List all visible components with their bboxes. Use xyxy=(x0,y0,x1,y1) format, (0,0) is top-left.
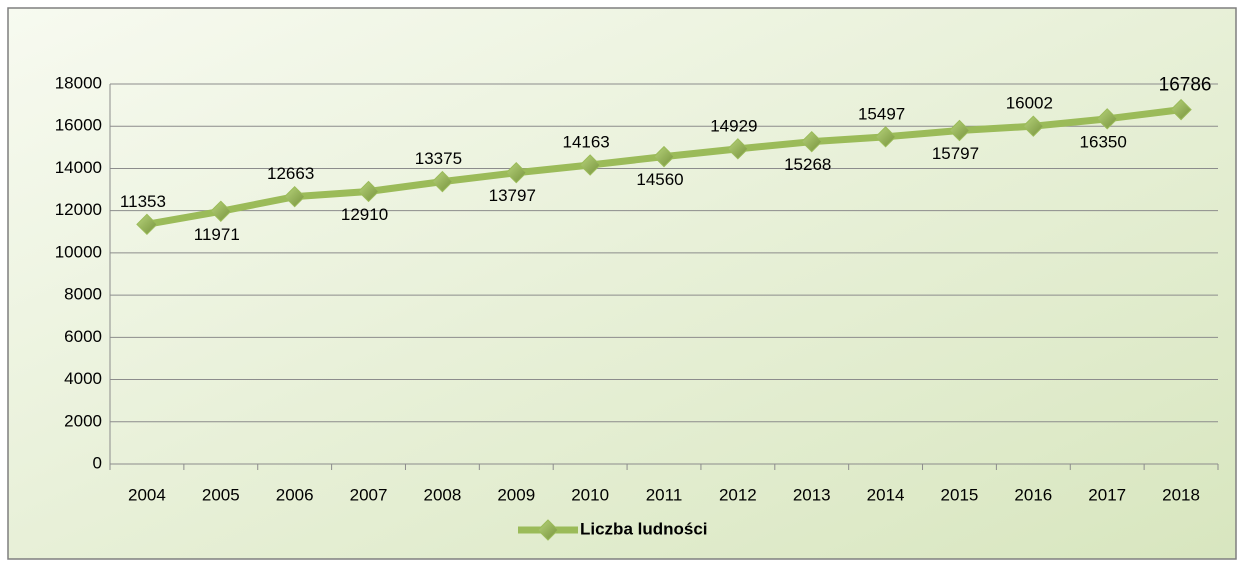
y-tick-label: 6000 xyxy=(64,327,102,346)
x-tick-label: 2018 xyxy=(1162,485,1200,504)
data-label: 16786 xyxy=(1159,75,1212,96)
data-point xyxy=(1170,98,1192,121)
y-tick-label: 8000 xyxy=(64,285,102,304)
data-label: 14163 xyxy=(562,132,609,151)
data-point xyxy=(1022,115,1045,137)
data-label: 15797 xyxy=(932,144,979,163)
data-point xyxy=(727,138,749,160)
x-tick-label: 2015 xyxy=(941,485,979,504)
x-tick-label: 2009 xyxy=(497,485,535,504)
data-point xyxy=(801,130,823,153)
legend-marker xyxy=(537,519,559,541)
data-label: 14560 xyxy=(636,170,683,189)
chart-frame xyxy=(7,7,1237,560)
data-point xyxy=(653,145,675,168)
data-point xyxy=(874,126,897,148)
y-tick-label: 12000 xyxy=(55,200,102,219)
data-label: 14929 xyxy=(710,116,757,135)
x-tick-label: 2006 xyxy=(276,485,314,504)
y-tick-label: 10000 xyxy=(55,242,102,261)
y-tick-label: 2000 xyxy=(64,411,102,430)
x-tick-label: 2016 xyxy=(1014,485,1052,504)
data-point xyxy=(136,213,158,236)
data-label: 11353 xyxy=(120,192,166,211)
y-tick-label: 4000 xyxy=(64,369,102,388)
data-point xyxy=(210,200,232,222)
data-point xyxy=(283,185,306,208)
y-tick-label: 16000 xyxy=(55,116,102,135)
x-tick-label: 2013 xyxy=(793,485,831,504)
x-tick-label: 2004 xyxy=(128,485,166,504)
x-tick-label: 2011 xyxy=(646,485,683,504)
data-label: 15497 xyxy=(858,104,905,123)
data-label: 16350 xyxy=(1080,132,1127,151)
legend-label: Liczba ludności xyxy=(580,519,708,538)
data-label: 16002 xyxy=(1006,94,1053,113)
data-label: 15268 xyxy=(784,155,831,174)
x-tick-label: 2014 xyxy=(867,485,905,504)
x-tick-label: 2008 xyxy=(423,485,461,504)
y-tick-label: 14000 xyxy=(55,158,102,177)
data-point xyxy=(431,170,454,193)
x-tick-label: 2010 xyxy=(571,485,609,504)
x-tick-label: 2005 xyxy=(202,485,240,504)
y-tick-label: 0 xyxy=(93,453,102,472)
data-point xyxy=(1096,108,1118,130)
y-tick-label: 18000 xyxy=(55,73,102,92)
x-tick-label: 2017 xyxy=(1088,485,1126,504)
x-tick-label: 2012 xyxy=(719,485,757,504)
data-point xyxy=(579,154,601,176)
x-tick-label: 2007 xyxy=(350,485,388,504)
data-label: 11971 xyxy=(194,225,240,244)
data-label: 13797 xyxy=(489,186,536,205)
data-label: 13375 xyxy=(415,149,462,168)
data-label: 12663 xyxy=(267,164,314,183)
data-point xyxy=(948,119,971,142)
data-label: 12910 xyxy=(341,205,388,224)
data-point xyxy=(505,162,527,184)
data-point xyxy=(357,180,380,203)
